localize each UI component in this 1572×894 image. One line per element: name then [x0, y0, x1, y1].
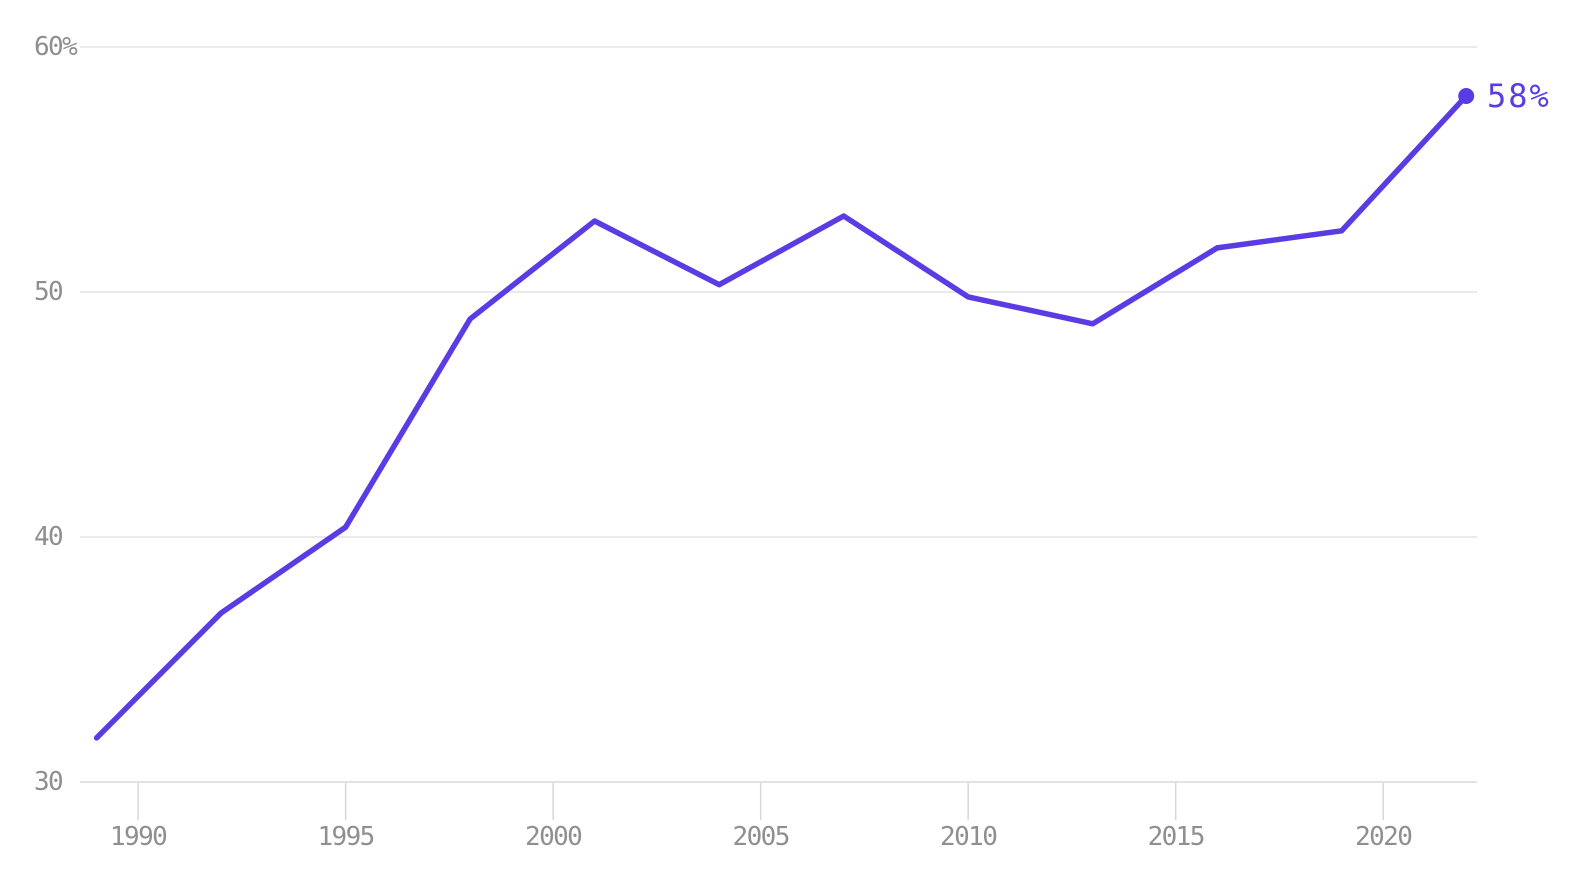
- x-axis-label: 2000: [525, 822, 581, 852]
- x-axis-label: 1995: [318, 822, 374, 852]
- y-axis-label: 50: [34, 277, 62, 307]
- data-line: [93, 93, 1469, 741]
- x-axis-label: 2005: [733, 822, 789, 852]
- x-axis-label: 2015: [1148, 822, 1204, 852]
- y-axis-label: 60%: [34, 32, 78, 62]
- x-axis-label: 2020: [1355, 822, 1411, 852]
- end-value-label: 58%: [1487, 77, 1551, 115]
- y-axis-label: 40: [34, 522, 62, 552]
- x-axis-label: 2010: [940, 822, 996, 852]
- y-axis-label: 30: [34, 767, 62, 797]
- end-point-dot: [1458, 88, 1475, 104]
- x-axis-label: 1990: [110, 822, 166, 852]
